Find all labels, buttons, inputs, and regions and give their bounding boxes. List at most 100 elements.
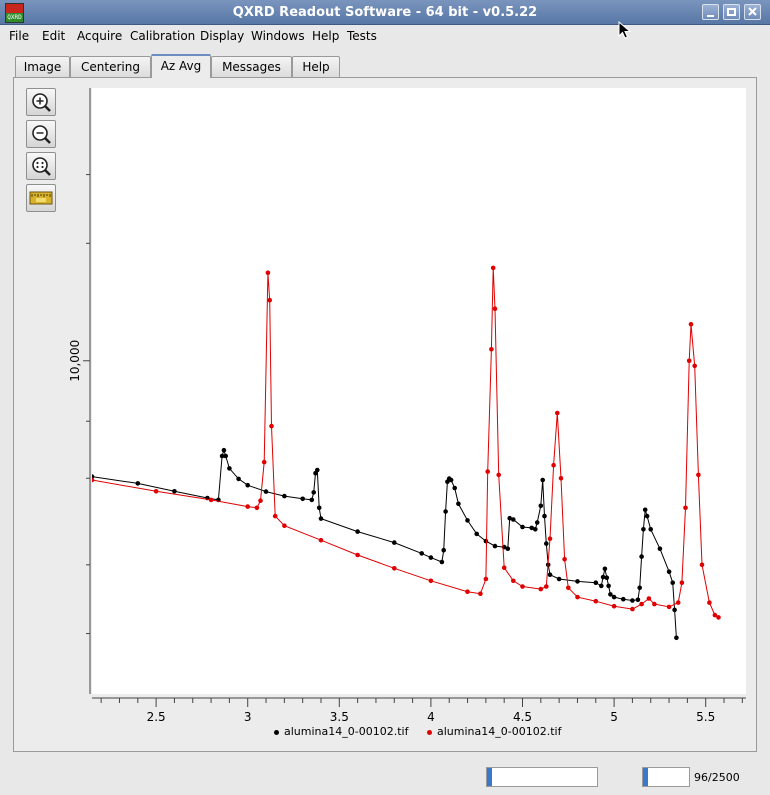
series-0-point — [428, 555, 434, 560]
series-0-point — [547, 572, 553, 577]
series-1-point — [511, 578, 516, 584]
series-0-point — [456, 501, 461, 507]
series-0-point — [666, 569, 672, 574]
series-1-point — [593, 598, 599, 604]
series-1-point — [490, 265, 496, 271]
series-1-point — [712, 612, 718, 618]
menu-acquire[interactable]: Acquire — [77, 29, 123, 43]
menu-display[interactable]: Display — [200, 29, 245, 43]
series-1-point — [555, 410, 560, 416]
series-0-point — [474, 531, 480, 537]
series-1-point — [269, 423, 274, 429]
series-0-point — [657, 546, 663, 551]
series-1-point — [208, 497, 214, 503]
series-1-point — [92, 477, 95, 483]
menu-file[interactable]: File — [9, 29, 30, 43]
series-0-point — [483, 538, 489, 544]
series-0-point — [355, 529, 360, 534]
close-button[interactable] — [744, 4, 761, 20]
mouse-cursor-icon — [618, 21, 632, 39]
series-1-point — [261, 459, 267, 465]
series-1-point — [282, 523, 287, 528]
series-1-point — [544, 584, 549, 589]
menu-bar: File Edit Acquire Calibration Display Wi… — [0, 25, 770, 47]
zoom-all-button[interactable] — [26, 152, 56, 180]
menu-edit[interactable]: Edit — [42, 29, 66, 43]
series-0-point — [604, 575, 610, 580]
menu-help[interactable]: Help — [312, 29, 340, 43]
series-0-point — [600, 574, 606, 580]
series-1-point — [265, 270, 271, 276]
series-0-point — [223, 453, 228, 459]
series-1-point — [254, 505, 260, 511]
zoom-all-icon — [32, 157, 51, 176]
series-1-point — [686, 358, 692, 364]
series-0-point — [542, 513, 547, 519]
chart-lines — [92, 265, 721, 641]
series-1-point — [646, 596, 652, 601]
series-0-point — [593, 580, 599, 585]
zoom-out-button[interactable] — [26, 120, 56, 148]
series-0-point — [492, 543, 498, 549]
series-1-point — [696, 472, 701, 478]
series-0-point — [648, 527, 653, 532]
series-1-point — [485, 469, 491, 474]
series-0-point — [575, 579, 580, 584]
series-1-point — [478, 591, 483, 596]
series-1-point — [562, 557, 567, 562]
series-0-point — [611, 594, 617, 600]
status-progress-fill — [487, 768, 492, 786]
series-0-point — [227, 466, 232, 471]
series-0-point — [465, 518, 470, 523]
plot-canvas[interactable] — [92, 88, 746, 694]
status-progress-bar — [486, 767, 598, 787]
series-1-point — [566, 585, 571, 591]
series-1-point — [630, 606, 635, 612]
maximize-button[interactable] — [723, 4, 740, 20]
series-1-point — [688, 322, 694, 327]
legend-label-black: alumina14_0-00102.tif — [284, 725, 409, 738]
series-0-point — [602, 566, 608, 572]
zoom-in-icon — [32, 93, 51, 112]
series-1-point — [318, 537, 324, 543]
series-0-point — [507, 515, 512, 521]
series-1-point — [355, 552, 360, 558]
series-0-point — [315, 467, 320, 473]
series-1-point — [639, 601, 644, 607]
series-1-point — [492, 306, 498, 311]
tab-help[interactable]: Help — [292, 56, 340, 77]
legend-item-red[interactable]: alumina14_0-00102.tif — [427, 724, 561, 740]
legend-item-black[interactable]: alumina14_0-00102.tif — [274, 724, 408, 740]
series-1-point — [245, 504, 250, 509]
window-title: QXRD Readout Software - 64 bit - v0.5.22 — [232, 5, 538, 20]
series-0-point — [505, 546, 511, 551]
legend-marker-red — [427, 729, 432, 735]
series-1-point — [483, 576, 489, 582]
legend-marker-black — [274, 729, 279, 735]
series-0-point — [540, 477, 545, 483]
zoom-in-button[interactable] — [26, 88, 56, 116]
series-0-point — [300, 496, 305, 502]
series-0-point — [135, 481, 141, 486]
menu-windows[interactable]: Windows — [251, 29, 305, 43]
series-0-point — [221, 447, 227, 453]
measure-button[interactable] — [26, 184, 56, 212]
series-1-point — [679, 580, 685, 585]
menu-tests[interactable]: Tests — [347, 29, 377, 43]
series-0-point — [672, 607, 677, 613]
menu-calibration[interactable]: Calibration — [130, 29, 196, 43]
series-0-point — [635, 597, 641, 603]
minimize-button[interactable] — [702, 4, 719, 20]
series-1-point — [692, 363, 697, 369]
series-0-point — [642, 507, 648, 513]
acquisition-progress-bar — [642, 767, 690, 787]
series-0-point — [538, 503, 544, 509]
series-0-point — [419, 551, 425, 556]
series-1-point — [547, 536, 553, 541]
tab-image[interactable]: Image — [15, 56, 70, 77]
series-0-point — [439, 559, 445, 565]
tab-centering[interactable]: Centering — [70, 56, 151, 77]
tab-az-avg[interactable]: Az Avg — [151, 54, 211, 78]
series-1-point — [267, 297, 272, 303]
tab-messages[interactable]: Messages — [211, 56, 292, 77]
